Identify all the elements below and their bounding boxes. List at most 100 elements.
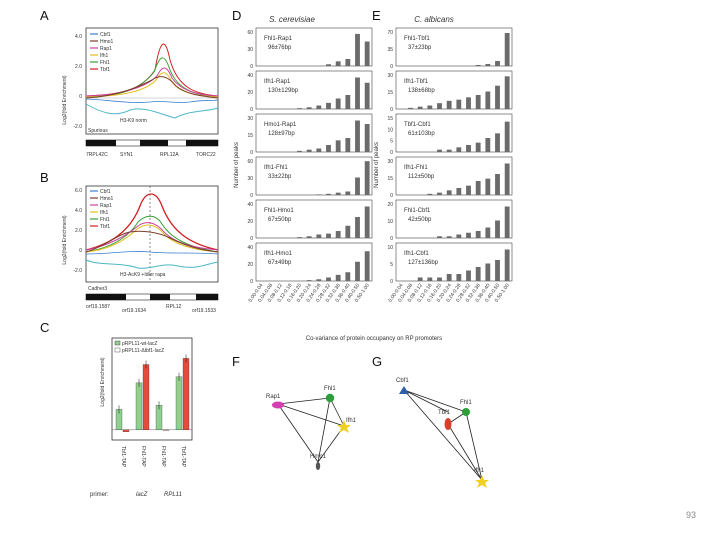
subplot-frame [255, 199, 373, 239]
edge-fhl1-ifh1 [329, 397, 345, 427]
histogram-bar [355, 217, 360, 238]
subplot-ytick: 0 [250, 279, 253, 285]
histogram-bar [495, 260, 500, 281]
subplot-pair: Fhl1-Rap1 [264, 36, 293, 42]
legend-swatch-wt [114, 340, 121, 346]
panel-a-traces [85, 43, 219, 119]
histogram-bar [437, 192, 442, 195]
panel-e-label: E [372, 8, 381, 23]
panel-a-coord: TORC22 [196, 152, 216, 158]
histogram-bar [306, 107, 312, 109]
panel-b-traces [85, 193, 219, 269]
histogram-bar [437, 149, 442, 152]
histogram-bar [446, 100, 452, 109]
panel-a-ylabel: Log2(fold Enrichment) [62, 75, 68, 125]
subplot-ytick: 0 [250, 193, 253, 199]
subplot-frame [255, 242, 373, 282]
panel-a-gene-label: Spurious [88, 128, 108, 134]
edge-rap1-ifh1 [277, 403, 345, 427]
legend-label: Fhl1 [100, 217, 110, 223]
subplot-pair: Ifh1-Hmo1 [264, 251, 293, 257]
panel-b-yticks: 6.0 4.0 2.0 0 -2.0 [73, 188, 82, 274]
panel-d-title: S. cerevisiae [269, 15, 315, 24]
subplot-ytick: 5 [390, 139, 393, 145]
histogram-subplot: 40 20 0 Ifh1-Hmo1 67±49bp [247, 242, 373, 285]
histogram-bar [466, 145, 471, 152]
histogram-bar [504, 206, 510, 238]
panel-b-label: B [40, 170, 49, 185]
subplot-ytick: 20 [247, 219, 253, 225]
subplot-ytick: 30 [387, 159, 393, 165]
node-label-ifh1: Ifh1 [474, 468, 485, 474]
subplot-pair: Ifh1-Rap1 [264, 79, 291, 85]
subplot-ytick: 30 [387, 73, 393, 79]
panel-f-edges [277, 397, 345, 463]
panel-a: A Log2(fold Enrichment) 4.0 2.0 0 -2.0 C… [40, 8, 219, 158]
edge-tbf1-ifh1 [447, 423, 483, 481]
histogram-bar [316, 194, 322, 195]
histogram-bar [475, 95, 481, 109]
subplot-stat: 61±103bp [408, 131, 435, 137]
histogram-subplot: 15 10 5 0 Tbf1-Cbf1 61±103bp [387, 113, 513, 156]
subplot-ytick: 20 [247, 90, 253, 96]
subplot-ytick: 0 [250, 107, 253, 113]
subplot-ytick: 0 [390, 107, 393, 113]
panel-b-ytick: 6.0 [75, 188, 82, 194]
panel-a-gene-track [85, 139, 219, 147]
panel-e-ylabel: Number of peaks [374, 142, 380, 188]
subplot-ytick: 0 [250, 64, 253, 70]
subplot-stat: 33±22bp [268, 174, 292, 180]
subplot-frame [395, 70, 513, 110]
panel-e-title: C. albicans [414, 15, 454, 24]
legend-label: Tbf1 [100, 224, 110, 230]
histogram-bar [495, 133, 500, 152]
histogram-subplot: 30 15 0 Hmo1-Rap1 128±97bp [247, 113, 373, 156]
histogram-bar [345, 272, 351, 281]
bar [142, 364, 150, 430]
histogram-bar [345, 191, 351, 195]
subplot-ytick: 15 [387, 116, 393, 122]
histogram-bar [335, 61, 341, 66]
subplot-pair: Ifh1-Cbf1 [404, 251, 429, 257]
panel-a-yticks: 4.0 2.0 0 -2.0 [73, 34, 82, 130]
panel-b-gene-label: Cadher3 [88, 286, 107, 292]
histogram-bar [345, 225, 351, 238]
histogram-bar [495, 85, 500, 109]
trace-cbf1 [85, 98, 219, 103]
subplot-ytick: 15 [387, 176, 393, 182]
histogram-bar [355, 177, 360, 195]
subplot-stat: 37±23bp [408, 45, 432, 51]
histogram-bar [306, 236, 312, 238]
subplot-ytick: 0 [390, 150, 393, 156]
histogram-bar [355, 77, 360, 109]
histogram-subplot: 10 5 0 Ifh1-Cbf1 127±136bp [387, 242, 513, 285]
histogram-bar [326, 277, 331, 281]
histogram-bar [495, 220, 500, 238]
histogram-bar [495, 61, 500, 66]
panel-b-ytick: -2.0 [73, 268, 82, 274]
subplot-ytick: 40 [247, 202, 253, 208]
panel-b-coord: RPL12 [166, 304, 182, 310]
subplot-pair: Fhl1-Tbf1 [404, 36, 430, 42]
subplot-ytick: 40 [247, 245, 253, 251]
subplot-ytick: 20 [387, 202, 393, 208]
panel-a-ytick: 0 [79, 94, 82, 100]
histogram-bar [316, 279, 322, 281]
histogram-bar [446, 190, 452, 195]
subplot-stat: 130±129bp [268, 88, 299, 94]
histogram-bar [364, 41, 370, 66]
panel-a-plot-frame [85, 27, 219, 135]
panel-c-primer-label: primer: [90, 492, 109, 498]
node-label-cbf1: Cbf1 [396, 378, 409, 384]
subplot-frame [395, 113, 513, 153]
histogram-bar [466, 185, 471, 195]
panel-b-coord: orf19.1587 [86, 304, 110, 310]
histogram-bar [408, 107, 413, 109]
edge-rap1-fhl1 [277, 397, 331, 405]
subplot-stat: 67±49bp [268, 260, 292, 266]
subplot-ytick: 15 [247, 133, 253, 139]
histogram-bar [466, 97, 471, 109]
edge-cbf1-ifh1 [403, 389, 483, 481]
histogram-bar [475, 142, 481, 152]
